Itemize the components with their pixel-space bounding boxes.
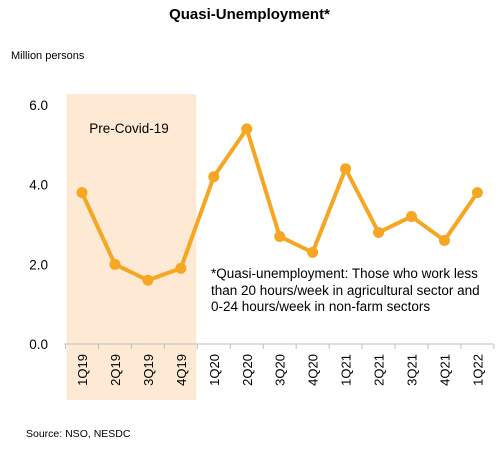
shaded-region-label: Pre-Covid-19 xyxy=(89,121,169,136)
x-tick-label: 2Q20 xyxy=(240,354,255,386)
x-tick-label: 3Q19 xyxy=(141,354,156,386)
x-tick-label: 2Q19 xyxy=(108,354,123,386)
data-point xyxy=(142,274,154,286)
data-point xyxy=(241,123,253,135)
source-note: Source: NSO, NESDC xyxy=(26,428,131,440)
data-point xyxy=(76,187,88,199)
x-tick-label: 4Q21 xyxy=(437,354,452,386)
x-tick-label: 1Q20 xyxy=(207,354,222,386)
footnote-annotation: *Quasi-unemployment: Those who work less… xyxy=(211,266,480,314)
chart-title: Quasi-Unemployment* xyxy=(169,6,330,23)
y-tick-label: 2.0 xyxy=(29,257,48,272)
x-tick-label: 4Q20 xyxy=(306,354,321,386)
y-tick-label: 4.0 xyxy=(29,178,48,193)
data-point xyxy=(406,211,417,223)
x-tick-label: 1Q21 xyxy=(339,354,354,386)
x-tick-label: 3Q21 xyxy=(405,354,420,386)
x-tick-label: 3Q20 xyxy=(273,354,288,386)
data-point xyxy=(208,171,220,183)
data-point xyxy=(438,234,450,246)
data-point xyxy=(274,230,286,242)
data-point xyxy=(307,246,319,258)
data-point xyxy=(175,262,187,274)
x-tick-label: 2Q21 xyxy=(372,354,387,386)
y-axis-unit-label: Million persons xyxy=(11,50,85,62)
x-tick-label: 1Q22 xyxy=(470,354,485,386)
data-point xyxy=(373,226,385,238)
data-point xyxy=(471,187,483,199)
data-point xyxy=(340,163,352,175)
x-tick-label: 1Q19 xyxy=(75,354,90,386)
y-tick-label: 6.0 xyxy=(29,98,48,113)
x-tick-label: 4Q19 xyxy=(174,354,189,386)
y-tick-label: 0.0 xyxy=(29,337,48,352)
data-point xyxy=(109,258,121,270)
